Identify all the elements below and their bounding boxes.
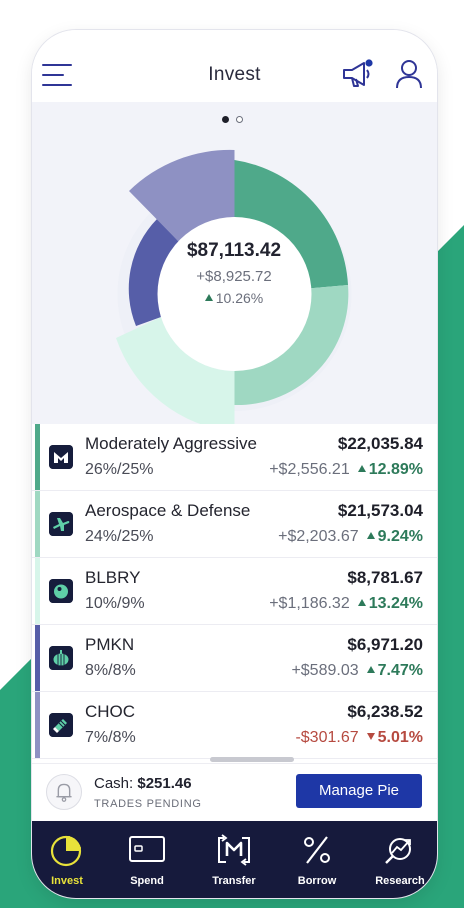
up-arrow-icon xyxy=(366,532,375,539)
tab-research[interactable]: Research xyxy=(365,821,435,898)
holding-row-blbry[interactable]: BLBRY 10%/9% $8,781.67 +$1,186.32 13.24% xyxy=(32,558,437,625)
chocolate-icon xyxy=(49,713,73,737)
up-arrow-icon xyxy=(357,599,366,606)
holding-name: BLBRY xyxy=(85,568,141,587)
holding-allocation: 8%/8% xyxy=(85,662,136,679)
holding-name: PMKN xyxy=(85,635,135,654)
carousel-dots[interactable] xyxy=(218,116,258,126)
up-arrow-icon xyxy=(204,294,213,301)
hamburger-menu-icon[interactable] xyxy=(42,64,72,86)
tab-label: Invest xyxy=(51,875,83,887)
airplane-icon xyxy=(49,512,73,536)
up-arrow-icon xyxy=(357,465,366,472)
holding-row-pmkn[interactable]: PMKN 8%/8% $6,971.20 +$589.03 7.47% xyxy=(32,625,437,692)
percent-icon xyxy=(304,836,330,864)
holding-change: +$2,203.67 9.24% xyxy=(278,528,423,545)
holding-allocation: 24%/25% xyxy=(85,528,154,545)
tab-label: Spend xyxy=(130,875,164,887)
down-arrow-icon xyxy=(366,733,375,740)
holding-value: $22,035.84 xyxy=(337,434,423,453)
transfer-icon xyxy=(218,834,250,866)
tab-borrow[interactable]: Borrow xyxy=(282,821,352,898)
holding-allocation: 7%/8% xyxy=(85,729,136,746)
pie-chart-icon xyxy=(50,835,82,867)
tab-spend[interactable]: Spend xyxy=(112,821,182,898)
holding-change: +$589.03 7.47% xyxy=(291,662,423,679)
blueberry-icon xyxy=(49,579,73,603)
manage-pie-button[interactable]: Manage Pie xyxy=(296,774,422,808)
phone-screen: Invest $87,113.42 +$8,925.72 xyxy=(32,30,437,898)
portfolio-gain: +$8,925.72 xyxy=(196,268,272,285)
holding-row-moderately-aggressive[interactable]: Moderately Aggressive 26%/25% $22,035.84… xyxy=(32,424,437,491)
portfolio-summary: $87,113.42 +$8,925.72 10.26% xyxy=(164,240,304,306)
holding-name: Moderately Aggressive xyxy=(85,434,257,453)
portfolio-gain-percent: 10.26% xyxy=(164,290,304,306)
slice-moderately-aggressive xyxy=(234,160,348,290)
megaphone-icon[interactable] xyxy=(340,58,374,90)
research-icon xyxy=(385,838,411,864)
slice-choc xyxy=(129,149,235,244)
m-logo-icon xyxy=(49,445,73,469)
bottom-tab-bar: Invest Spend Transfer xyxy=(32,821,437,898)
up-arrow-icon xyxy=(366,666,375,673)
user-icon[interactable] xyxy=(394,58,424,90)
tab-label: Borrow xyxy=(297,875,337,887)
portfolio-chart-area: $87,113.42 +$8,925.72 10.26% xyxy=(32,102,437,454)
tab-label: Transfer xyxy=(212,875,256,887)
bell-icon[interactable] xyxy=(46,774,82,810)
cash-bar: Cash: $251.46 TRADES PENDING Manage Pie xyxy=(32,763,437,821)
cash-balance: Cash: $251.46 xyxy=(94,775,192,792)
holding-name: CHOC xyxy=(85,702,136,721)
holding-allocation: 10%/9% xyxy=(85,595,145,612)
holding-row-aerospace-defense[interactable]: Aerospace & Defense 24%/25% $21,573.04 +… xyxy=(32,491,437,558)
holding-name: Aerospace & Defense xyxy=(85,501,251,520)
holding-value: $6,238.52 xyxy=(347,702,423,721)
holding-change: +$2,556.21 12.89% xyxy=(269,461,423,478)
tab-invest[interactable]: Invest xyxy=(32,821,102,898)
holding-value: $21,573.04 xyxy=(337,501,423,520)
pumpkin-icon xyxy=(49,646,73,670)
holding-row-choc[interactable]: CHOC 7%/8% $6,238.52 -$301.67 5.01% xyxy=(32,692,437,759)
holding-change: +$1,186.32 13.24% xyxy=(269,595,423,612)
scroll-handle[interactable] xyxy=(210,757,294,762)
page-title: Invest xyxy=(208,64,261,85)
slice-blbry xyxy=(116,317,235,432)
portfolio-total: $87,113.42 xyxy=(186,240,282,261)
holding-value: $8,781.67 xyxy=(347,568,423,587)
holding-value: $6,971.20 xyxy=(347,635,423,654)
trades-pending-status: TRADES PENDING xyxy=(94,798,202,810)
slice-pmkn xyxy=(128,219,181,326)
holding-allocation: 26%/25% xyxy=(85,461,154,478)
tab-transfer[interactable]: Transfer xyxy=(199,821,269,898)
tab-label: Research xyxy=(375,875,425,887)
holding-change: -$301.67 5.01% xyxy=(295,729,423,746)
portfolio-donut-chart[interactable] xyxy=(32,102,437,454)
holdings-list: Moderately Aggressive 26%/25% $22,035.84… xyxy=(32,424,437,759)
card-icon xyxy=(129,836,165,862)
